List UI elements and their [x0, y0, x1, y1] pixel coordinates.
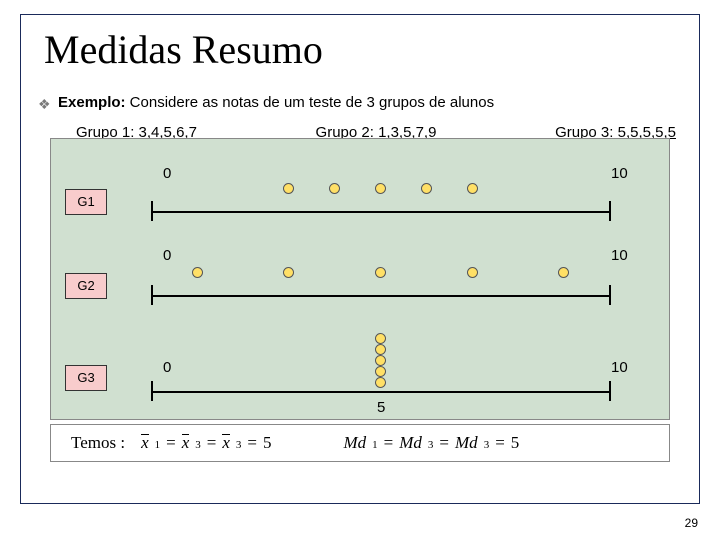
data-dot [375, 366, 386, 377]
data-dot [192, 267, 203, 278]
md3: Md [455, 433, 478, 453]
formula-prefix: Temos : [71, 433, 125, 453]
g3-label-5: 5 [377, 399, 385, 416]
g3-axis [151, 391, 611, 393]
xbar3: x [222, 433, 230, 453]
g2-label-10: 10 [611, 247, 628, 264]
g2-tick-0 [151, 285, 153, 305]
data-dot [375, 267, 386, 278]
g1-tick-10 [609, 201, 611, 221]
xbar2: x [182, 433, 190, 453]
g1-axis [151, 211, 611, 213]
g1-tick-0 [151, 201, 153, 221]
md2-sub: 3 [428, 439, 434, 451]
md1: Md [343, 433, 366, 453]
formula-panel: Temos : x1 = x3 = x3 = 5 Md1 = Md3 = Md3… [50, 424, 670, 462]
g1-label: G1 [65, 189, 107, 215]
xbar3-sub: 3 [236, 439, 242, 451]
md3-sub: 3 [484, 439, 490, 451]
g3-label-10: 10 [611, 359, 628, 376]
xbar1: x [141, 433, 149, 453]
data-dot [558, 267, 569, 278]
example-line: Exemplo: Considere as notas de um teste … [58, 94, 494, 111]
bullet-icon: ❖ [38, 96, 51, 113]
g1-label-0: 0 [163, 165, 171, 182]
g3-label-0: 0 [163, 359, 171, 376]
md-val: 5 [511, 433, 520, 453]
data-dot [467, 267, 478, 278]
data-dot [375, 333, 386, 344]
xbar-val: 5 [263, 433, 272, 453]
xbar2-sub: 3 [195, 439, 201, 451]
g3-label: G3 [65, 365, 107, 391]
data-dot [375, 183, 386, 194]
g2-axis [151, 295, 611, 297]
data-dot [375, 377, 386, 388]
slide-title: Medidas Resumo [40, 26, 327, 73]
g2-label-0: 0 [163, 247, 171, 264]
g3-tick-0 [151, 381, 153, 401]
xbar1-sub: 1 [155, 439, 161, 451]
chart-row-g2: G2 0 10 [51, 233, 669, 319]
chart-panel: G1 0 10 G2 0 10 G3 0 10 5 [50, 138, 670, 420]
g2-label: G2 [65, 273, 107, 299]
data-dot [467, 183, 478, 194]
data-dot [375, 344, 386, 355]
example-label: Exemplo: [58, 94, 126, 111]
data-dot [421, 183, 432, 194]
page-number: 29 [685, 516, 698, 530]
example-text: Considere as notas de um teste de 3 grup… [126, 94, 495, 111]
g2-tick-10 [609, 285, 611, 305]
data-dot [329, 183, 340, 194]
chart-row-g3: G3 0 10 5 [51, 321, 669, 407]
g1-label-10: 10 [611, 165, 628, 182]
g3-tick-10 [609, 381, 611, 401]
md2: Md [399, 433, 422, 453]
data-dot [375, 355, 386, 366]
md1-sub: 1 [372, 439, 378, 451]
data-dot [283, 267, 294, 278]
chart-row-g1: G1 0 10 [51, 145, 669, 231]
data-dot [283, 183, 294, 194]
